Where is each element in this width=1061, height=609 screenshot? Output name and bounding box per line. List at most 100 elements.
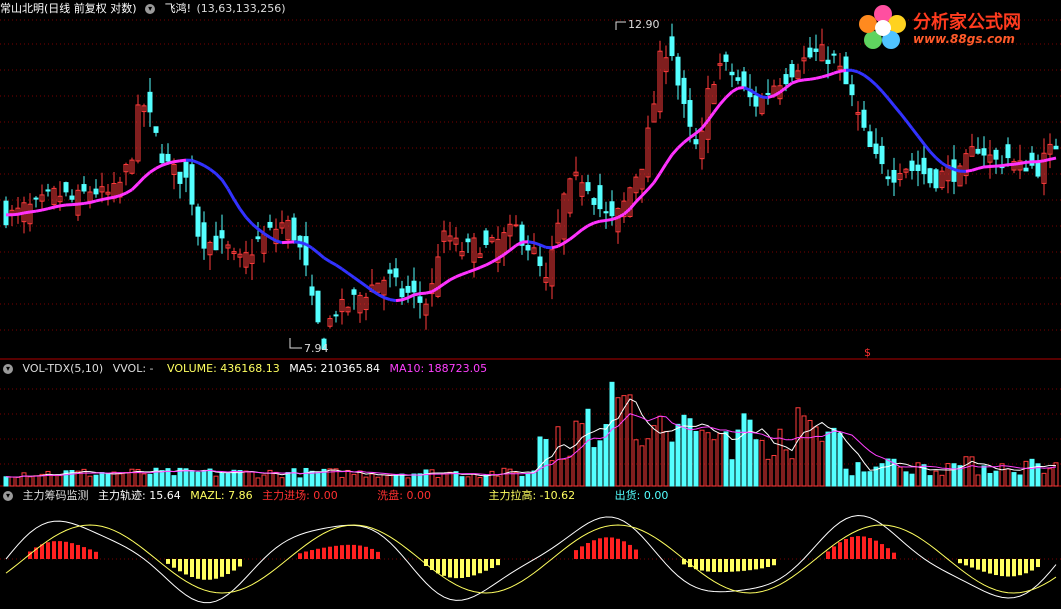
volume-bar	[609, 381, 615, 487]
candle-body	[219, 230, 225, 239]
candle-body	[651, 103, 657, 123]
candle-body	[333, 314, 339, 317]
trend-line-segment	[238, 208, 248, 219]
wash-bar	[766, 559, 770, 568]
candle-body	[915, 164, 921, 171]
trend-line-segment	[910, 127, 920, 137]
volume-bar	[465, 476, 471, 487]
volume-bar	[285, 471, 291, 487]
candle-body	[957, 165, 963, 187]
candle-body	[903, 168, 909, 173]
wash-bar	[1018, 559, 1022, 576]
candle-body	[897, 173, 903, 181]
volume-bar	[717, 433, 723, 487]
trend-line-segment	[623, 207, 631, 216]
volume-bar	[687, 418, 693, 487]
volume-bar	[363, 476, 369, 487]
track-line	[5, 515, 1057, 604]
candle-body	[873, 143, 879, 154]
trend-line-segment	[839, 68, 847, 73]
wash-bar	[1030, 559, 1034, 571]
enter-bar	[352, 544, 356, 559]
trend-line-segment	[971, 167, 979, 172]
wash-bar	[166, 559, 170, 564]
volume-bar	[957, 465, 963, 487]
enter-bar	[328, 546, 332, 559]
volume-bar	[483, 474, 489, 487]
candle-body	[825, 59, 831, 65]
volume-bar	[987, 472, 993, 487]
fund-header: ▾ 主力筹码监测 主力轨迹: 15.64 MAZL: 7.86 主力进场: 0.…	[0, 488, 674, 504]
wash-bar	[478, 559, 482, 574]
volume-bar	[969, 456, 975, 487]
volume-bar	[771, 455, 777, 487]
trend-line-segment	[617, 212, 625, 219]
trend-line-segment	[587, 221, 595, 228]
wash-bar	[706, 559, 710, 572]
volume-bar	[327, 468, 333, 487]
dropdown-icon[interactable]: ▾	[3, 491, 13, 501]
volume-bar	[435, 476, 441, 487]
candle-body	[327, 318, 333, 327]
trend-line-segment	[209, 167, 217, 175]
enter-bar	[28, 551, 32, 559]
dropdown-icon[interactable]: ▾	[145, 4, 156, 14]
trend-line-segment	[515, 240, 523, 247]
volume-bar	[291, 468, 297, 487]
wash-bar	[970, 559, 974, 568]
volume-bar	[879, 463, 885, 487]
trend-line-segment	[299, 240, 307, 246]
trend-line-segment	[557, 241, 565, 248]
candle-body	[615, 207, 621, 233]
candle-body	[597, 185, 603, 210]
pull-value: 主力拉高: -10.62	[488, 489, 576, 502]
trend-line-segment	[827, 71, 835, 77]
trend-line-segment	[941, 161, 949, 169]
trend-line-segment	[797, 78, 805, 83]
volume-bar	[57, 475, 63, 487]
dropdown-icon[interactable]: ▾	[3, 364, 13, 374]
trend-line-segment	[533, 241, 541, 247]
trend-line-segment	[226, 188, 236, 201]
trend-line-segment	[863, 73, 871, 81]
trend-line-segment	[706, 111, 716, 122]
candle-body	[213, 235, 219, 251]
volume-bar	[1005, 468, 1011, 487]
trend-line-segment	[658, 162, 668, 175]
volume-bar	[939, 474, 945, 487]
volume-bar	[381, 474, 387, 487]
trend-line-segment	[485, 260, 493, 267]
candle-body	[177, 171, 183, 184]
wash-bar	[196, 559, 200, 579]
candle-body	[879, 145, 885, 165]
volume-bar	[201, 471, 207, 487]
volume-bar	[1047, 468, 1053, 487]
trend-line-segment	[197, 161, 205, 167]
volume-bar	[87, 475, 93, 487]
candle-body	[153, 126, 159, 133]
enter-bar	[868, 538, 872, 559]
volume-bar	[93, 474, 99, 487]
trend-line-segment	[125, 188, 133, 195]
enter-bar	[82, 547, 86, 559]
wash-bar	[1024, 559, 1028, 574]
candle-body	[195, 206, 201, 237]
volume-bar	[681, 414, 687, 487]
trend-line-segment	[29, 209, 37, 214]
candle-body	[831, 53, 837, 56]
trend-line-segment	[791, 79, 799, 85]
enter-bar	[364, 546, 368, 559]
trend-line-segment	[683, 136, 691, 144]
trend-line-segment	[347, 271, 355, 279]
enter-bar	[316, 548, 320, 559]
wash-bar	[208, 559, 212, 580]
candle-body	[507, 223, 513, 237]
wash-bar	[964, 559, 968, 566]
volume-bar	[33, 475, 39, 487]
enter-bar	[616, 538, 620, 559]
candle-body	[399, 288, 405, 298]
candle-body	[411, 280, 417, 293]
volume-bar	[963, 456, 969, 487]
trend-line-segment	[611, 215, 619, 221]
